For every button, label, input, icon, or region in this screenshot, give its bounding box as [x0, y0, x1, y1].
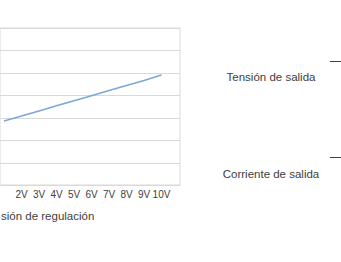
x-tick-label: 2V — [15, 189, 28, 200]
grid-line — [0, 140, 180, 141]
x-tick-label: 4V — [50, 189, 63, 200]
annotation-dash — [330, 61, 341, 62]
annotation-dash — [330, 157, 341, 158]
x-tick-label: 8V — [120, 189, 133, 200]
grid-line — [0, 163, 180, 164]
annotation: Tensión de salida — [227, 71, 316, 83]
grid-line — [0, 118, 180, 119]
x-tick-label: 7V — [103, 189, 116, 200]
grid-line — [0, 50, 180, 51]
x-tick-label: 6V — [85, 189, 98, 200]
data-line — [4, 75, 162, 121]
chart: 2V 3V 4V 5V 6V 7V 8V 9V10V sión de regulación Ten… — [0, 0, 341, 262]
chart-root: 2V 3V 4V 5V 6V 7V 8V 9V10V sión de regulación Ten… — [0, 0, 341, 262]
x-tick-label: 3V — [33, 189, 46, 200]
x-tick-label: 9V — [138, 189, 151, 200]
plot-frame — [0, 28, 180, 185]
grid-line — [0, 28, 180, 29]
x-tick-label: 10V — [153, 189, 171, 200]
x-tick-label: 5V — [68, 189, 81, 200]
x-axis-label: sión de regulación — [1, 210, 94, 222]
grid-line — [0, 73, 180, 74]
plot-area — [4, 75, 162, 121]
grid-line — [0, 185, 180, 186]
annotation: Corriente de salida — [223, 168, 320, 180]
